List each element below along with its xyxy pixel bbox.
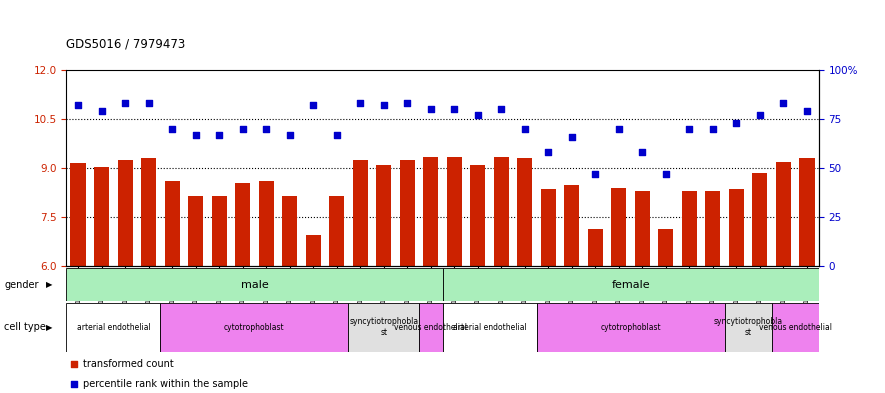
Bar — [612, 188, 627, 393]
Point — [282, 132, 296, 138]
Bar — [536, 303, 725, 352]
Point — [377, 102, 391, 108]
Bar — [66, 268, 442, 301]
Bar — [423, 157, 438, 393]
Bar — [66, 303, 160, 352]
Bar — [400, 160, 415, 393]
Bar — [160, 303, 349, 352]
Text: venous endothelial: venous endothelial — [394, 323, 467, 332]
Text: transformed count: transformed count — [83, 359, 173, 369]
Point — [329, 132, 343, 138]
Bar — [349, 303, 419, 352]
Bar — [541, 189, 556, 393]
Point — [259, 126, 273, 132]
Point — [165, 126, 180, 132]
Point — [542, 149, 556, 156]
Text: cell type: cell type — [4, 322, 46, 332]
Bar — [141, 158, 157, 393]
Point — [189, 132, 203, 138]
Point — [635, 149, 650, 156]
Point — [306, 102, 320, 108]
Text: gender: gender — [4, 279, 39, 290]
Point — [753, 112, 767, 118]
Text: percentile rank within the sample: percentile rank within the sample — [83, 379, 248, 389]
Point — [212, 132, 227, 138]
Bar — [305, 235, 321, 393]
Bar — [118, 160, 133, 393]
Bar — [799, 158, 814, 393]
Bar — [165, 181, 180, 393]
Point — [504, 125, 518, 131]
Bar — [94, 167, 109, 393]
Bar — [376, 165, 391, 393]
Text: arterial endothelial: arterial endothelial — [452, 323, 527, 332]
Bar — [752, 173, 767, 393]
Bar — [352, 160, 368, 393]
Text: syncytiotrophobla
st: syncytiotrophobla st — [713, 318, 782, 337]
Point — [776, 100, 790, 107]
Text: GDS5016 / 7979473: GDS5016 / 7979473 — [66, 37, 186, 50]
Bar — [494, 157, 509, 393]
Point — [353, 100, 367, 107]
Bar — [188, 196, 204, 393]
Point — [235, 126, 250, 132]
Point — [800, 108, 814, 114]
Bar — [258, 181, 273, 393]
Bar — [725, 303, 772, 352]
Point — [682, 126, 696, 132]
Bar — [447, 157, 462, 393]
Text: arterial endothelial: arterial endothelial — [76, 323, 150, 332]
Bar — [772, 303, 819, 352]
Point — [504, 308, 518, 314]
Bar — [235, 183, 250, 393]
Point — [565, 134, 579, 140]
Point — [518, 126, 532, 132]
Bar — [728, 189, 744, 393]
Text: cytotrophoblast: cytotrophoblast — [600, 323, 661, 332]
Bar — [442, 303, 536, 352]
Bar — [681, 191, 697, 393]
Text: syncytiotrophobla
st: syncytiotrophobla st — [350, 318, 419, 337]
Point — [729, 120, 743, 126]
Bar — [419, 303, 442, 352]
Bar — [635, 191, 650, 393]
Point — [612, 126, 626, 132]
Bar — [517, 158, 533, 393]
Point — [447, 106, 461, 112]
Bar — [470, 165, 485, 393]
Bar — [71, 163, 86, 393]
Bar — [588, 229, 603, 393]
Point — [400, 100, 414, 107]
Text: venous endothelial: venous endothelial — [758, 323, 832, 332]
Bar — [776, 162, 791, 393]
Point — [71, 102, 85, 108]
Text: male: male — [241, 279, 268, 290]
Text: cytotrophoblast: cytotrophoblast — [224, 323, 285, 332]
Bar — [564, 185, 580, 393]
Point — [589, 171, 603, 177]
Bar — [282, 196, 297, 393]
Text: female: female — [612, 279, 650, 290]
Point — [95, 108, 109, 114]
Bar — [442, 268, 819, 301]
Point — [118, 100, 132, 107]
Point — [705, 126, 720, 132]
Point — [471, 112, 485, 118]
Point — [494, 106, 508, 112]
Bar — [329, 196, 344, 393]
Bar — [658, 229, 673, 393]
Bar — [212, 196, 227, 393]
Text: ▶: ▶ — [46, 280, 52, 289]
Text: ▶: ▶ — [46, 323, 52, 332]
Point — [142, 100, 156, 107]
Bar — [705, 191, 720, 393]
Point — [424, 106, 438, 112]
Point — [658, 171, 673, 177]
